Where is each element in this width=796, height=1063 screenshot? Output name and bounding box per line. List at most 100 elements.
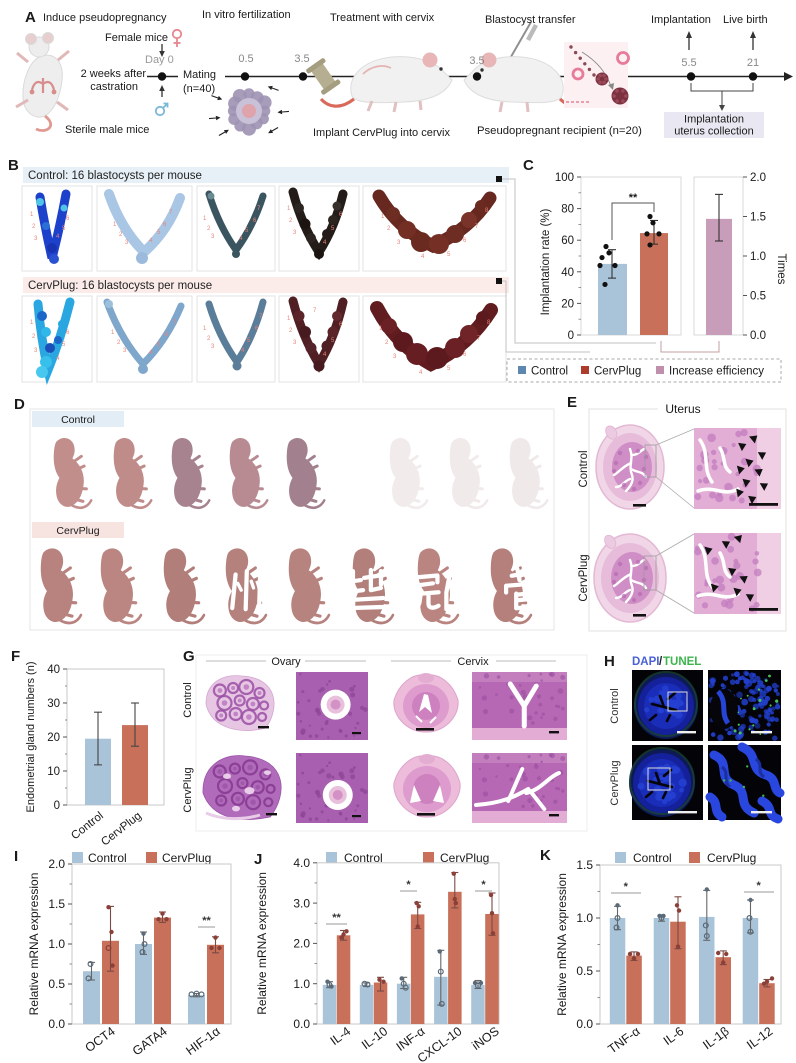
svg-text:1.0: 1.0	[576, 911, 593, 925]
svg-text:4: 4	[239, 236, 243, 242]
svg-text:D: D	[14, 396, 25, 413]
svg-text:TUNEL: TUNEL	[663, 656, 701, 668]
svg-text:7: 7	[173, 320, 177, 326]
svg-text:iNOS: iNOS	[469, 1024, 501, 1053]
svg-text:2: 2	[207, 226, 211, 232]
svg-text:5: 5	[331, 338, 335, 344]
svg-text:Control: Control	[633, 851, 672, 865]
svg-text:5: 5	[245, 228, 249, 234]
svg-text:CervPlug: CervPlug	[162, 851, 211, 865]
svg-text:DAPI: DAPI	[632, 656, 659, 668]
svg-text:2.0: 2.0	[48, 857, 65, 871]
svg-text:uterus collection: uterus collection	[674, 126, 754, 138]
svg-text:Relative mRNA expression: Relative mRNA expression	[27, 873, 41, 1016]
svg-text:1: 1	[203, 216, 207, 222]
svg-text:2: 2	[289, 218, 293, 224]
svg-text:B: B	[8, 157, 19, 174]
svg-text:60: 60	[561, 235, 574, 247]
svg-text:2: 2	[117, 340, 121, 346]
svg-text:3: 3	[34, 348, 38, 354]
svg-text:7: 7	[477, 336, 481, 342]
svg-text:1: 1	[203, 326, 207, 332]
svg-text:G: G	[183, 648, 195, 665]
svg-text:Control: Control	[609, 688, 621, 723]
svg-text:1: 1	[30, 212, 34, 218]
svg-text:3: 3	[211, 234, 215, 240]
svg-text:IL-12: IL-12	[744, 1024, 775, 1052]
svg-text:5: 5	[62, 226, 66, 232]
svg-text:Control: Control	[182, 682, 194, 717]
svg-text:3.5: 3.5	[469, 55, 484, 67]
svg-text:4: 4	[241, 348, 245, 354]
svg-text:8: 8	[485, 208, 489, 214]
svg-text:3.5: 3.5	[294, 53, 309, 65]
svg-text:IL-6: IL-6	[661, 1024, 687, 1048]
svg-text:1: 1	[381, 214, 385, 220]
svg-text:1: 1	[30, 320, 34, 326]
svg-text:Live birth: Live birth	[723, 14, 768, 26]
svg-text:4: 4	[323, 240, 327, 246]
svg-text:2.0: 2.0	[750, 172, 766, 184]
svg-text:5: 5	[447, 366, 451, 372]
svg-text:7: 7	[313, 308, 317, 314]
svg-text:Ovary: Ovary	[271, 656, 301, 668]
svg-text:0.5: 0.5	[48, 977, 65, 991]
svg-text:castration: castration	[90, 81, 138, 93]
svg-text:Blastocyst transfer: Blastocyst transfer	[485, 14, 576, 26]
svg-text:Relative mRNA expression: Relative mRNA expression	[255, 872, 269, 1015]
svg-text:IL-10: IL-10	[359, 1024, 390, 1052]
svg-text:5: 5	[331, 226, 335, 232]
svg-text:2: 2	[385, 340, 389, 346]
svg-text:3: 3	[125, 240, 129, 246]
svg-text:*: *	[406, 879, 411, 891]
svg-text:Increase efficiency: Increase efficiency	[669, 366, 764, 378]
svg-text:IL-4: IL-4	[328, 1024, 354, 1048]
svg-text:4: 4	[419, 370, 423, 376]
svg-text:1: 1	[111, 330, 115, 336]
svg-text:6: 6	[163, 222, 167, 228]
svg-text:2: 2	[32, 224, 36, 230]
svg-text:Implantation: Implantation	[684, 114, 744, 126]
svg-text:6: 6	[253, 218, 257, 224]
svg-text:3: 3	[211, 344, 215, 350]
svg-text:0.5: 0.5	[750, 291, 766, 303]
svg-text:3: 3	[393, 354, 397, 360]
svg-text:2.0: 2.0	[293, 937, 310, 951]
svg-text:Control: Control	[61, 414, 95, 426]
svg-text:6: 6	[463, 238, 467, 244]
svg-text:**: **	[202, 915, 211, 927]
svg-text:0.5: 0.5	[576, 964, 593, 978]
svg-text:Relative mRNA expression: Relative mRNA expression	[555, 873, 569, 1016]
svg-text:5.5: 5.5	[681, 57, 696, 69]
svg-text:6: 6	[66, 216, 70, 222]
svg-text:20: 20	[561, 298, 574, 310]
svg-text:3: 3	[293, 230, 297, 236]
svg-text:(n=40): (n=40)	[183, 83, 215, 95]
svg-text:21: 21	[747, 57, 759, 69]
svg-text:5: 5	[447, 252, 451, 258]
svg-text:3: 3	[293, 340, 297, 346]
svg-text:**: **	[332, 912, 341, 924]
svg-text:20: 20	[47, 732, 60, 744]
svg-text:0: 0	[54, 800, 60, 812]
svg-text:Uterus: Uterus	[665, 402, 700, 416]
svg-text:C: C	[523, 157, 534, 174]
svg-text:10: 10	[47, 766, 60, 778]
svg-text:6: 6	[339, 322, 343, 328]
svg-text:H: H	[604, 653, 615, 670]
svg-text:I: I	[14, 848, 18, 865]
svg-text:0.0: 0.0	[293, 1017, 310, 1031]
svg-text:/: /	[659, 656, 663, 668]
svg-text:2: 2	[32, 334, 36, 340]
svg-text:1: 1	[287, 316, 291, 322]
svg-text:OCT4: OCT4	[83, 1024, 118, 1055]
svg-text:1.0: 1.0	[48, 937, 65, 951]
svg-text:6: 6	[339, 212, 343, 218]
svg-text:6: 6	[255, 326, 259, 332]
svg-text:0.0: 0.0	[750, 330, 766, 342]
svg-text:Pseudopregnant recipient (n=20: Pseudopregnant recipient (n=20)	[477, 125, 642, 137]
svg-text:Female mice: Female mice	[105, 32, 168, 44]
svg-text:CervPlug: CervPlug	[578, 554, 590, 601]
svg-text:3: 3	[397, 240, 401, 246]
svg-text:5: 5	[157, 342, 161, 348]
